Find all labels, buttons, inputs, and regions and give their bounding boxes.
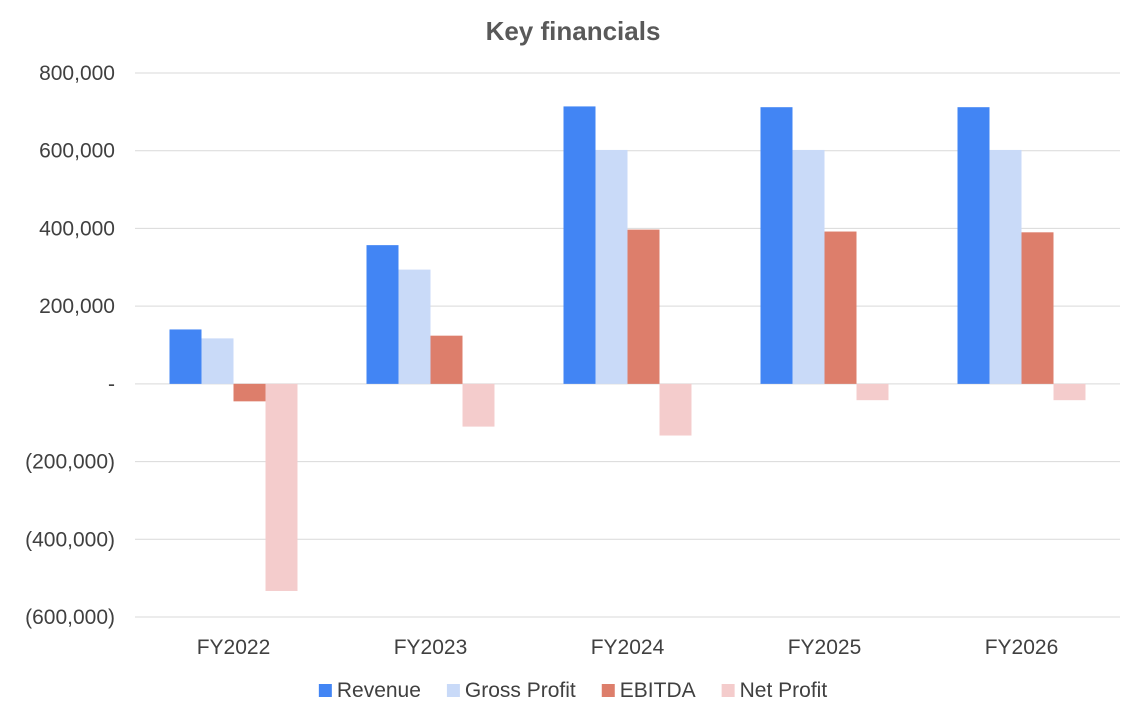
legend-label: Gross Profit — [465, 679, 576, 702]
x-tick-label: FY2023 — [394, 636, 468, 659]
y-tick-label: (600,000) — [25, 606, 115, 629]
y-tick-label: (400,000) — [25, 528, 115, 551]
legend-item: Gross Profit — [446, 679, 576, 702]
bar-ebitda-fy2026 — [1021, 232, 1054, 384]
y-tick-label: 200,000 — [39, 295, 115, 318]
y-axis: 800,000 600,000 400,000 200,000 - (200,000) (4… — [25, 62, 115, 629]
bar-gross-profit-fy2022 — [201, 338, 234, 384]
bar-revenue-fy2024 — [563, 106, 596, 384]
bar-net-profit-fy2022 — [265, 383, 298, 591]
bar-gross-profit-fy2026 — [989, 149, 1022, 384]
bar-gross-profit-fy2023 — [398, 269, 431, 384]
legend: Revenue Gross Profit EBITDA Net Profit — [318, 679, 828, 702]
y-tick-label: 600,000 — [39, 140, 115, 163]
legend-swatch — [601, 684, 615, 697]
x-tick-label: FY2022 — [197, 636, 271, 659]
y-tick-label: 800,000 — [39, 62, 115, 85]
legend-label: Revenue — [337, 679, 421, 702]
bar-ebitda-fy2023 — [430, 335, 463, 384]
bars — [169, 106, 1086, 591]
bar-ebitda-fy2024 — [627, 229, 660, 384]
y-tick-label: - — [108, 373, 115, 396]
bar-net-profit-fy2023 — [462, 383, 495, 427]
x-tick-label: FY2025 — [788, 636, 862, 659]
legend-label: EBITDA — [620, 679, 696, 702]
bar-net-profit-fy2026 — [1053, 383, 1086, 401]
bar-ebitda-fy2025 — [824, 231, 857, 384]
bar-revenue-fy2026 — [957, 107, 990, 384]
x-axis: FY2022 FY2023 FY2024 FY2025 FY2026 — [197, 636, 1059, 659]
legend-label: Net Profit — [740, 679, 828, 702]
bar-net-profit-fy2025 — [856, 383, 889, 401]
legend-item: Revenue — [318, 679, 421, 702]
chart-title: Key financials — [486, 16, 661, 46]
bar-revenue-fy2023 — [366, 245, 399, 384]
legend-item: EBITDA — [601, 679, 696, 702]
x-tick-label: FY2024 — [591, 636, 665, 659]
legend-swatch — [318, 684, 332, 697]
legend-item: Net Profit — [721, 679, 828, 702]
bar-revenue-fy2022 — [169, 329, 202, 384]
bar-net-profit-fy2024 — [659, 383, 692, 436]
y-tick-label: (200,000) — [25, 451, 115, 474]
legend-swatch — [721, 684, 735, 697]
y-tick-label: 400,000 — [39, 217, 115, 240]
x-tick-label: FY2026 — [985, 636, 1059, 659]
bar-gross-profit-fy2025 — [792, 149, 825, 384]
bar-ebitda-fy2022 — [233, 383, 266, 402]
legend-swatch — [446, 684, 460, 697]
bar-gross-profit-fy2024 — [595, 149, 628, 384]
bar-revenue-fy2025 — [760, 107, 793, 384]
